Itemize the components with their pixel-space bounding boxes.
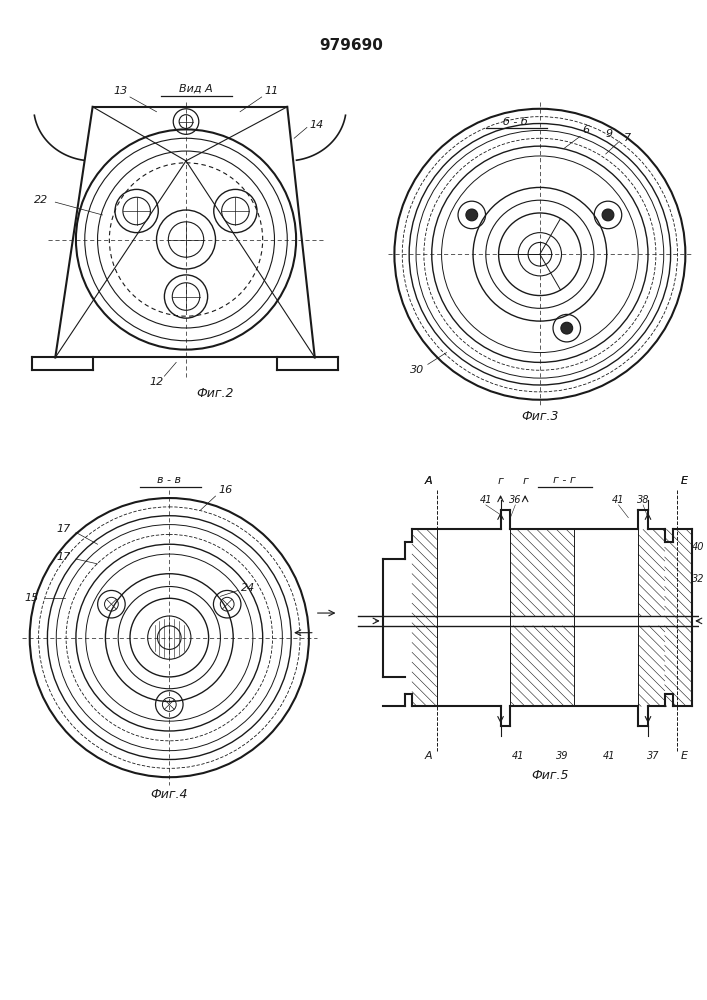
Text: в - в: в - в <box>157 475 181 485</box>
Text: 15: 15 <box>25 593 39 603</box>
Text: 32: 32 <box>692 574 704 584</box>
Text: Вид А: Вид А <box>179 84 213 94</box>
Text: Е: Е <box>681 476 688 486</box>
Text: 16: 16 <box>218 485 233 495</box>
Text: 22: 22 <box>35 195 49 205</box>
Text: 979690: 979690 <box>320 38 383 53</box>
Text: Фиг.2: Фиг.2 <box>197 387 234 400</box>
Text: 41: 41 <box>612 495 625 505</box>
Text: 9: 9 <box>605 129 612 139</box>
Text: Фиг.3: Фиг.3 <box>521 410 559 423</box>
Text: 30: 30 <box>410 365 424 375</box>
Text: Е: Е <box>681 751 688 761</box>
Text: 11: 11 <box>264 86 279 96</box>
Text: г: г <box>522 476 528 486</box>
Circle shape <box>602 209 614 221</box>
Text: 17: 17 <box>56 524 70 534</box>
Text: 37: 37 <box>647 751 659 761</box>
Text: 7: 7 <box>624 133 631 143</box>
Text: 12: 12 <box>149 377 163 387</box>
Text: 36: 36 <box>509 495 522 505</box>
Text: 6: 6 <box>583 125 590 135</box>
Text: 41: 41 <box>479 495 492 505</box>
Text: 41: 41 <box>602 751 615 761</box>
Text: Е: Е <box>681 476 688 486</box>
Text: 13: 13 <box>113 86 127 96</box>
Text: 40: 40 <box>692 542 704 552</box>
Text: г - г: г - г <box>553 475 575 485</box>
Text: 39: 39 <box>556 751 568 761</box>
Text: 17: 17 <box>56 552 70 562</box>
Text: Фиг.4: Фиг.4 <box>151 788 188 801</box>
Text: 38: 38 <box>637 495 649 505</box>
Text: А: А <box>425 476 433 486</box>
Circle shape <box>466 209 478 221</box>
Text: 24: 24 <box>241 583 255 593</box>
Text: 41: 41 <box>512 751 525 761</box>
Circle shape <box>561 322 573 334</box>
Text: А: А <box>425 751 433 761</box>
Text: Фиг.5: Фиг.5 <box>531 769 568 782</box>
Text: 14: 14 <box>310 120 324 130</box>
Text: А: А <box>425 476 433 486</box>
Text: б - б: б - б <box>503 117 527 127</box>
Text: г: г <box>498 476 503 486</box>
